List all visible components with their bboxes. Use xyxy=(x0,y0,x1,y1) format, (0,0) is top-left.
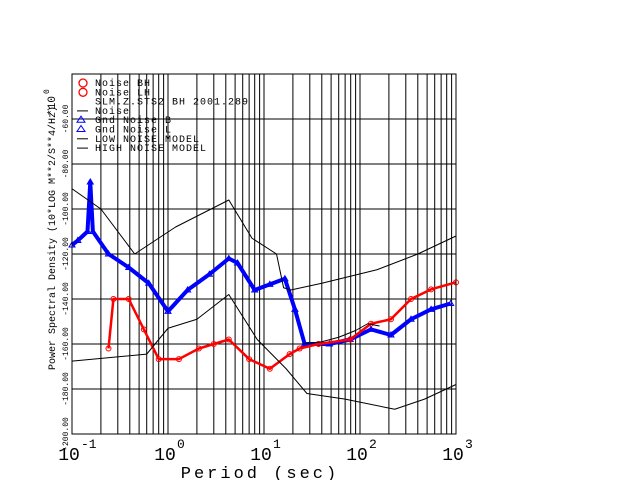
x-tick-label: 102 xyxy=(346,437,377,466)
y-tick-label: -160.00 xyxy=(62,327,71,361)
series-layer xyxy=(68,178,459,410)
x-tick-label: 10-1 xyxy=(58,437,97,466)
x-tick-base: 10 xyxy=(442,446,464,466)
series-line-noise xyxy=(107,281,457,370)
y-tick-label: -120.00 xyxy=(62,237,71,271)
series-line-high-noise-model xyxy=(71,188,457,291)
data-point xyxy=(224,254,233,261)
data-point xyxy=(250,286,259,293)
y-tick-label: -180.00 xyxy=(62,372,71,406)
data-point xyxy=(266,365,273,372)
x-tick-exponent: 1 xyxy=(273,437,281,452)
x-tick-exponent: 0 xyxy=(177,437,185,452)
data-point xyxy=(428,286,435,293)
legend-label: Noise LH xyxy=(95,87,151,99)
data-point xyxy=(110,296,117,302)
x-tick-label: 101 xyxy=(250,437,281,466)
data-point xyxy=(233,259,242,266)
plot-frame xyxy=(71,73,457,435)
y-tick-label: -60.00 xyxy=(62,104,71,133)
legend-triangle-icon xyxy=(76,115,86,123)
y-axis-label: Power Spectral Density (10*LOG M**2/S**4… xyxy=(47,106,59,370)
x-tick-exponent: -1 xyxy=(81,437,97,452)
svg-text:0: 0 xyxy=(43,89,52,94)
x-tick-exponent: 2 xyxy=(369,437,377,452)
data-point xyxy=(315,341,322,347)
data-point xyxy=(407,315,415,322)
series-line-noise-line- xyxy=(302,323,380,345)
legend-label: Gnd Noise L xyxy=(95,125,172,137)
data-point xyxy=(88,227,97,234)
y-scale-factor: *10 0 xyxy=(43,89,59,116)
grid xyxy=(72,74,456,434)
legend-circle-icon xyxy=(78,87,88,97)
data-point xyxy=(427,305,435,312)
data-point xyxy=(125,296,132,302)
data-point xyxy=(446,299,455,306)
data-point xyxy=(387,316,394,323)
data-point xyxy=(246,356,253,363)
legend-label: Noise BH xyxy=(95,78,151,90)
data-point xyxy=(367,325,375,332)
data-point xyxy=(296,345,303,352)
y-tick-label: -100.00 xyxy=(62,192,71,226)
svg-text:*10: *10 xyxy=(47,96,59,116)
legend-label: Gnd Noise B xyxy=(95,115,172,127)
data-point xyxy=(347,336,354,343)
series-line-gnd-noise xyxy=(70,180,452,346)
legend-circle-icon xyxy=(78,78,88,88)
x-tick-base: 10 xyxy=(250,446,272,466)
x-tick-label: 103 xyxy=(442,437,473,466)
y-tick-labels: -200.00 -180.00 -160.00 -140.00 -120.00 -100.… xyxy=(62,104,71,450)
data-point xyxy=(104,250,113,257)
x-tick-label: 100 xyxy=(154,437,185,466)
x-tick-base: 10 xyxy=(58,446,80,466)
data-point xyxy=(155,356,162,363)
data-point xyxy=(225,336,232,343)
data-point xyxy=(175,356,182,363)
x-tick-base: 10 xyxy=(154,446,176,466)
data-point xyxy=(183,286,192,293)
y-tick-label: -200.00 xyxy=(62,417,71,451)
x-tick-base: 10 xyxy=(346,446,368,466)
data-point xyxy=(164,307,172,314)
legend-label: LOW NOISE MODEL xyxy=(95,135,200,146)
legend-label: HIGH NOISE MODEL xyxy=(95,144,207,155)
data-point xyxy=(124,263,133,270)
data-point xyxy=(205,270,214,277)
data-point xyxy=(265,280,274,287)
x-axis-label: Period (sec) xyxy=(181,465,339,480)
data-point xyxy=(291,305,299,312)
legend-label: SLM.Z.STS2 BH 2001.289 xyxy=(95,98,249,109)
data-point xyxy=(286,351,293,358)
series-line-low-noise-model xyxy=(71,294,457,410)
data-point xyxy=(105,345,112,352)
data-point xyxy=(387,331,395,338)
data-point xyxy=(144,279,153,286)
y-tick-label: -80.00 xyxy=(62,149,71,178)
x-tick-exponent: 3 xyxy=(465,437,473,452)
data-point xyxy=(83,227,92,234)
data-point xyxy=(280,274,289,282)
data-point xyxy=(408,296,415,302)
legend-label: Noise xyxy=(95,106,130,118)
y-tick-label: -140.00 xyxy=(62,282,71,316)
data-point xyxy=(140,326,147,333)
data-point xyxy=(73,236,82,243)
legend-triangle-icon xyxy=(76,124,86,132)
data-point xyxy=(195,345,202,352)
data-point xyxy=(86,178,95,185)
data-point xyxy=(210,341,217,347)
